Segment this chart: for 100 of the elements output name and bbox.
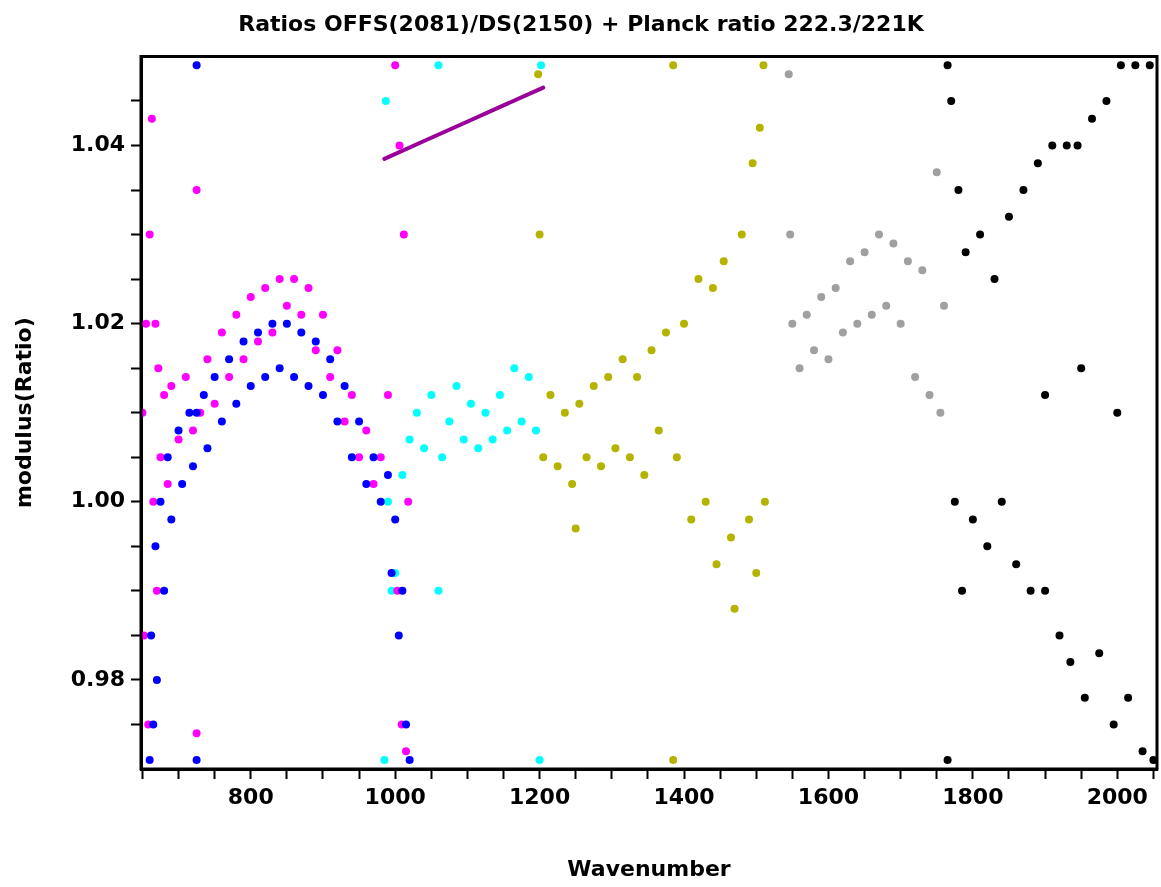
point bbox=[311, 337, 320, 346]
point bbox=[537, 61, 546, 70]
point bbox=[383, 497, 392, 506]
point bbox=[539, 453, 548, 462]
point bbox=[669, 756, 678, 765]
point bbox=[347, 390, 356, 399]
point bbox=[275, 275, 284, 284]
point bbox=[282, 301, 291, 310]
point bbox=[192, 186, 201, 195]
point bbox=[517, 417, 526, 426]
point bbox=[759, 61, 768, 70]
point bbox=[246, 292, 255, 301]
point bbox=[560, 408, 569, 417]
point bbox=[1012, 560, 1021, 569]
point bbox=[726, 533, 735, 542]
y-tick-label: 0.98 bbox=[70, 665, 125, 691]
point bbox=[1004, 212, 1013, 221]
point bbox=[333, 417, 342, 426]
point bbox=[755, 123, 764, 132]
point bbox=[954, 186, 963, 195]
point bbox=[318, 310, 327, 319]
point bbox=[1080, 693, 1089, 702]
point bbox=[362, 426, 371, 435]
point bbox=[824, 355, 833, 364]
point bbox=[282, 319, 291, 328]
point bbox=[611, 444, 620, 453]
point bbox=[1124, 693, 1133, 702]
point bbox=[661, 328, 670, 337]
point bbox=[185, 408, 194, 417]
point bbox=[167, 381, 176, 390]
point bbox=[882, 301, 891, 310]
point bbox=[399, 230, 408, 239]
point bbox=[748, 159, 757, 168]
point bbox=[680, 319, 689, 328]
x-axis-title: Wavenumber bbox=[567, 855, 731, 881]
point bbox=[387, 569, 396, 578]
point bbox=[167, 515, 176, 524]
point bbox=[268, 328, 277, 337]
point bbox=[394, 631, 403, 640]
point bbox=[404, 497, 413, 506]
point bbox=[253, 337, 262, 346]
point bbox=[1062, 141, 1071, 150]
point bbox=[152, 675, 161, 684]
point bbox=[268, 319, 277, 328]
point bbox=[311, 346, 320, 355]
point bbox=[535, 230, 544, 239]
point bbox=[932, 168, 941, 177]
point bbox=[745, 515, 754, 524]
point bbox=[304, 284, 313, 292]
point bbox=[874, 230, 883, 239]
point bbox=[1131, 61, 1140, 70]
point bbox=[571, 524, 580, 533]
point bbox=[503, 426, 512, 435]
point bbox=[434, 586, 443, 595]
point bbox=[1055, 631, 1064, 640]
point bbox=[160, 390, 169, 399]
y-tick-label: 1.02 bbox=[70, 309, 125, 335]
point bbox=[152, 586, 161, 595]
point bbox=[340, 417, 349, 426]
point bbox=[261, 373, 270, 382]
point bbox=[495, 390, 504, 399]
point bbox=[510, 364, 519, 373]
x-tick-label: 1200 bbox=[508, 783, 571, 809]
point bbox=[188, 462, 197, 471]
point bbox=[553, 462, 562, 471]
point bbox=[669, 61, 678, 70]
point bbox=[640, 471, 649, 480]
point bbox=[147, 114, 156, 123]
point bbox=[163, 479, 172, 488]
point bbox=[275, 364, 284, 373]
point bbox=[1116, 61, 1125, 70]
point bbox=[535, 756, 544, 765]
point bbox=[846, 257, 855, 266]
point bbox=[217, 417, 226, 426]
point bbox=[217, 328, 226, 337]
point bbox=[990, 275, 999, 284]
point bbox=[188, 426, 197, 435]
point bbox=[810, 346, 818, 355]
point bbox=[596, 462, 605, 471]
point bbox=[896, 319, 905, 328]
point bbox=[1109, 720, 1118, 729]
point bbox=[391, 515, 400, 524]
point bbox=[156, 453, 165, 462]
point bbox=[802, 310, 811, 319]
point bbox=[1041, 586, 1050, 595]
x-tick-label: 1800 bbox=[942, 783, 1004, 809]
point bbox=[402, 747, 411, 756]
point bbox=[568, 479, 577, 488]
point bbox=[889, 239, 898, 248]
point bbox=[445, 417, 454, 426]
point bbox=[369, 453, 378, 462]
point bbox=[427, 390, 436, 399]
point bbox=[1041, 390, 1050, 399]
point bbox=[708, 284, 717, 292]
point bbox=[817, 292, 826, 301]
point bbox=[838, 328, 847, 337]
point bbox=[181, 373, 190, 382]
point bbox=[943, 756, 952, 765]
point bbox=[163, 453, 172, 462]
point bbox=[326, 355, 335, 364]
